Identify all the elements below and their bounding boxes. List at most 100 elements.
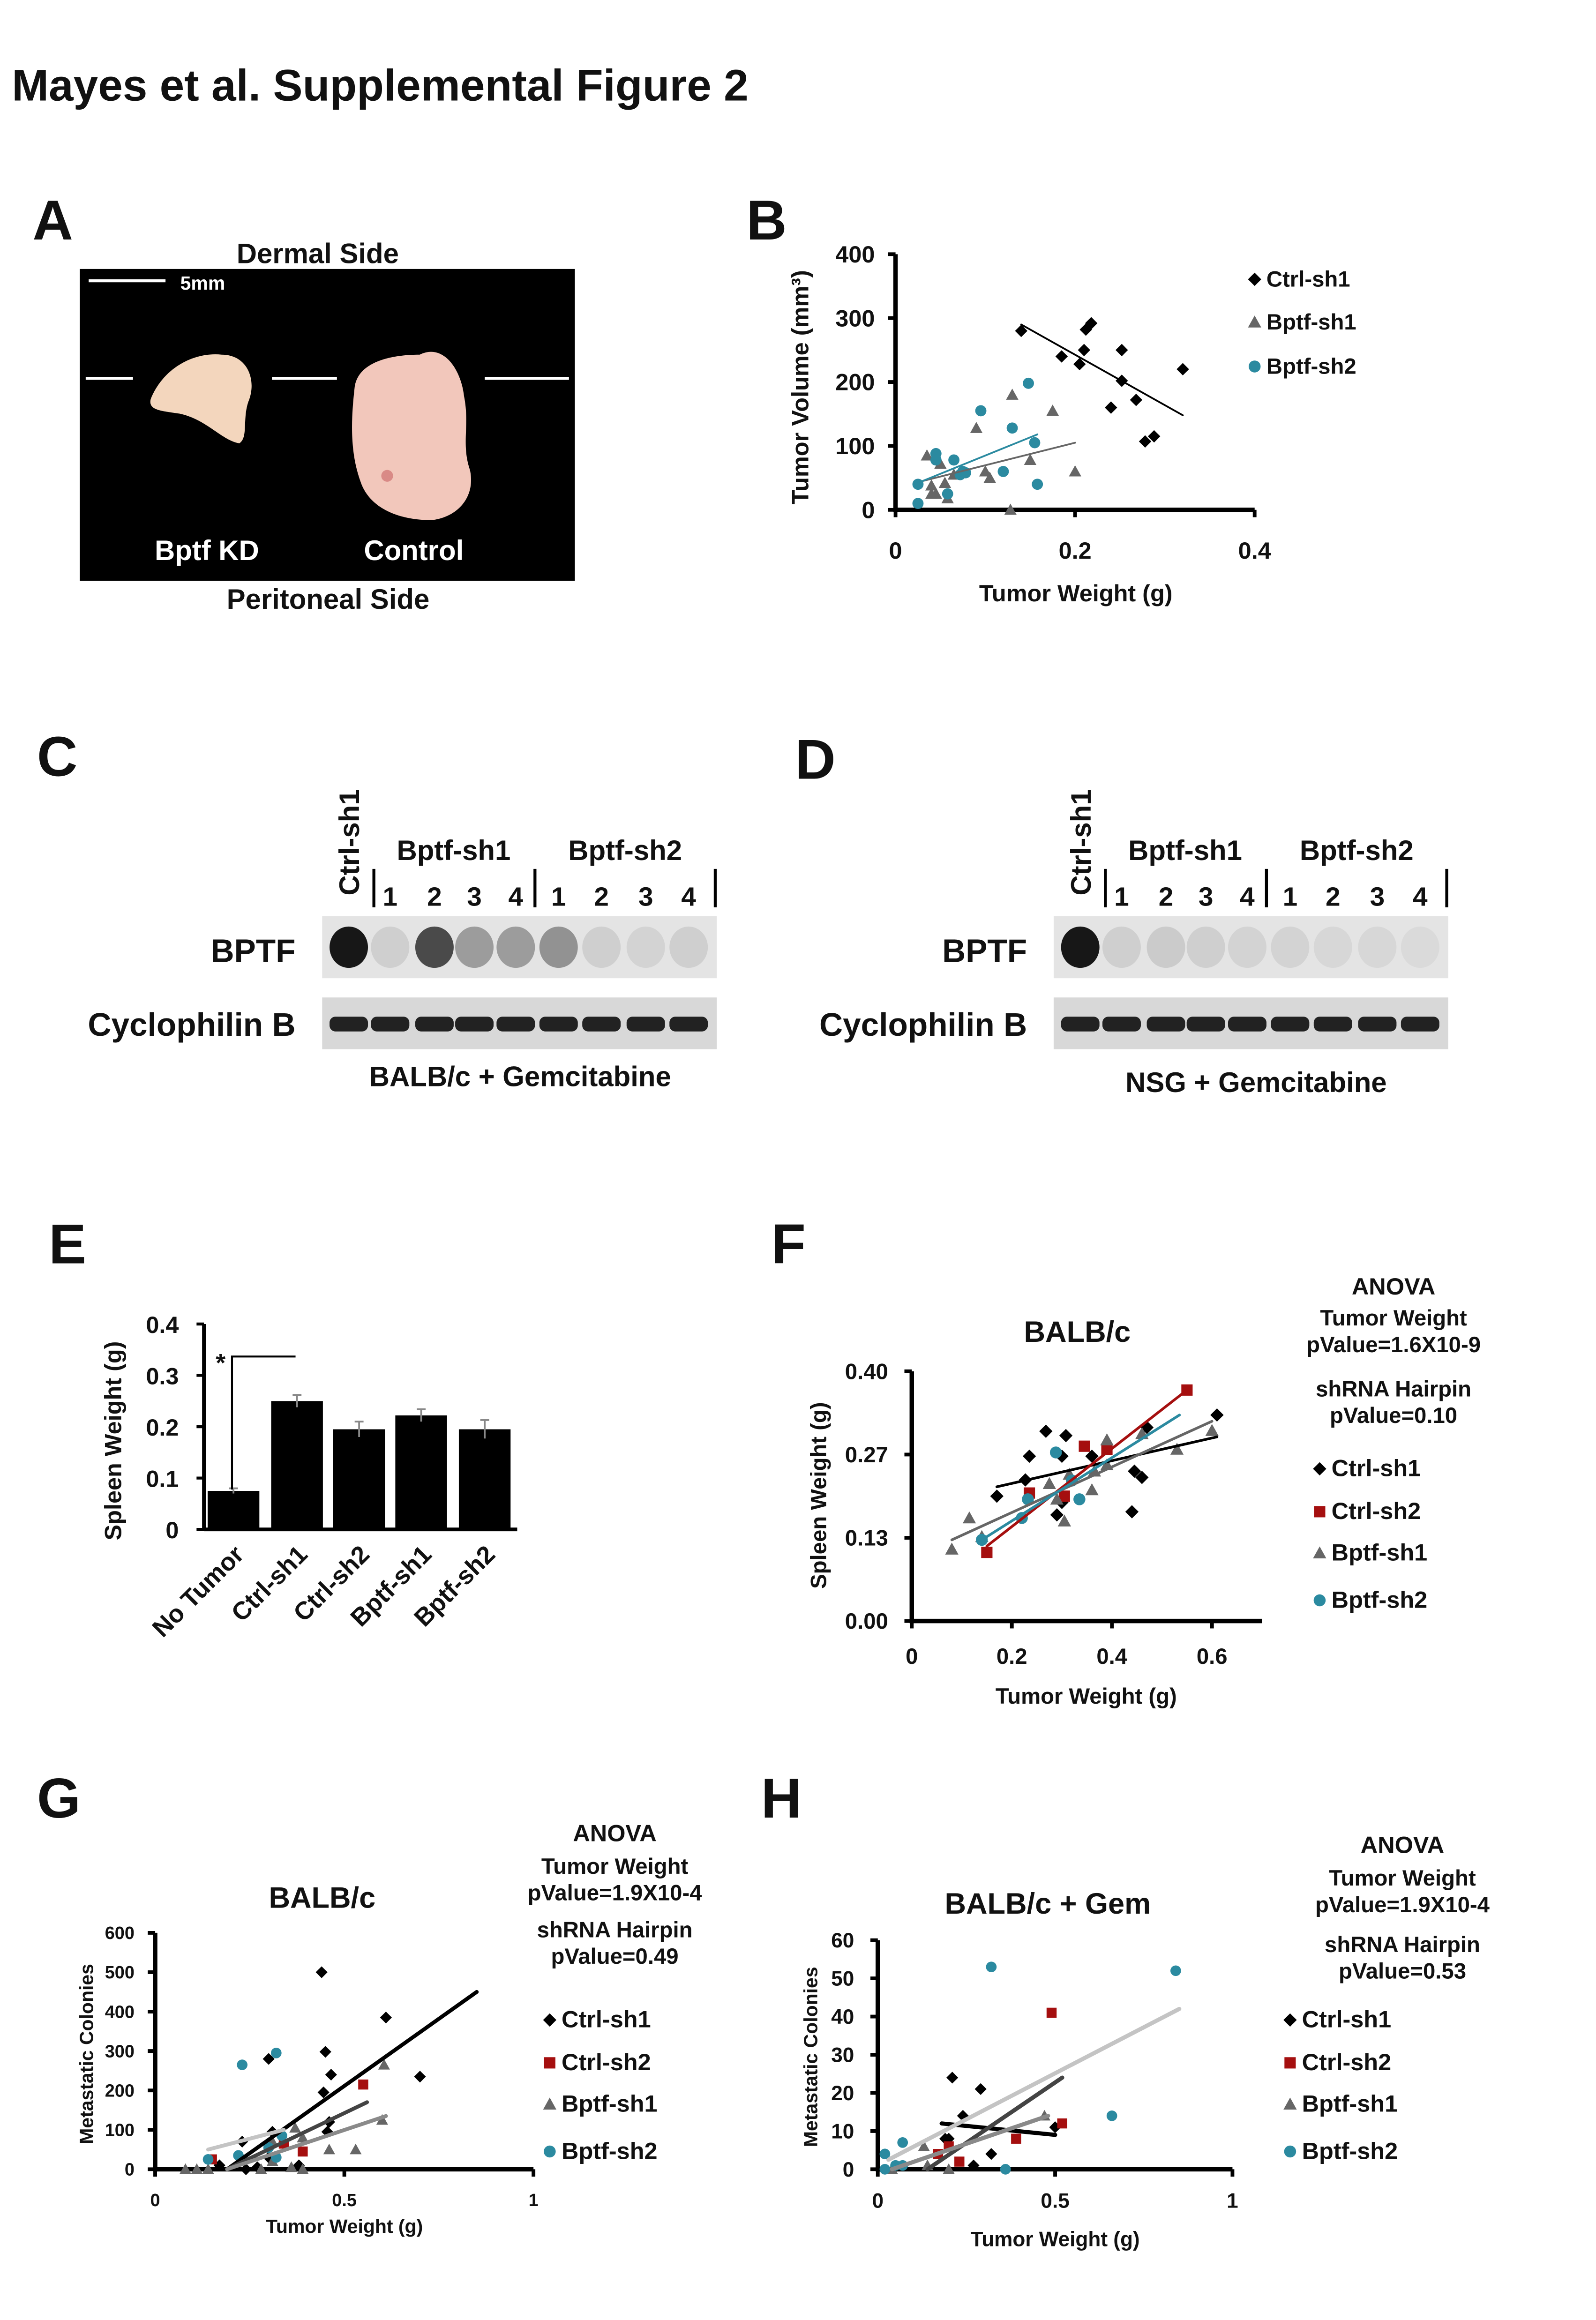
legend-label: Bptf-sh2	[562, 2137, 658, 2164]
data-point-triangle	[962, 1511, 976, 1524]
data-point-diamond	[1059, 1429, 1073, 1443]
lane-number: 3	[467, 883, 482, 912]
y-tick-label: 500	[105, 1963, 135, 1983]
error-bar	[354, 1421, 364, 1437]
data-point-triangle	[929, 487, 943, 499]
y-axis-label: Metastatic Colonies	[800, 1967, 821, 2147]
panel-g-chart: G BALB/c Tumor Weight (g) Metastatic Col…	[37, 1767, 702, 2237]
data-point-diamond	[414, 2071, 426, 2083]
data-point-triangle	[1205, 1424, 1219, 1436]
bptf-band	[669, 926, 708, 968]
data-point-diamond	[1055, 350, 1068, 363]
y-tick-label: 400	[835, 241, 875, 268]
x-tick-label: 1	[529, 2191, 539, 2210]
data-point-triangle	[945, 1542, 959, 1555]
data-point-diamond	[974, 2083, 987, 2095]
data-point-square	[1057, 2118, 1067, 2129]
data-point-circle	[986, 1961, 997, 1973]
anova-stats-text: ANOVA	[573, 1819, 656, 1846]
legend-marker-triangle	[1283, 2097, 1297, 2110]
trendline-ctrl-sh1	[939, 2121, 1057, 2137]
data-point-triangle	[1069, 465, 1081, 477]
lane-number: 4	[509, 883, 524, 912]
data-point-diamond	[946, 2072, 959, 2084]
data-point-diamond	[1022, 1449, 1036, 1463]
y-tick-label: 0	[843, 2158, 854, 2181]
trendline-bptf-sh1	[950, 1420, 1214, 1542]
legend-label: Ctrl-sh1	[562, 2006, 651, 2033]
anova-stats-text: Tumor Weight	[1329, 1866, 1476, 1891]
lane-number: 3	[1370, 883, 1385, 912]
x-tick-label: 1	[1227, 2189, 1238, 2212]
data-point-diamond	[990, 1489, 1004, 1503]
y-tick-label: 100	[835, 433, 875, 459]
data-point-triangle	[285, 2161, 298, 2172]
bar	[207, 1491, 260, 1530]
anova-stats-text: shRNA Hairpin	[1316, 1377, 1471, 1401]
data-point-diamond	[380, 2012, 392, 2024]
data-point-diamond	[1105, 401, 1117, 414]
anova-stats-text: shRNA Hairpin	[537, 1917, 693, 1942]
anova-stats-text: pValue=0.53	[1339, 1959, 1466, 1984]
data-point-circle	[1032, 479, 1043, 490]
anova-stats-text: pValue=1.9X10-4	[1315, 1893, 1490, 1917]
bptf-kd-label: Bptf KD	[155, 535, 259, 566]
data-point-circle	[912, 498, 924, 509]
y-tick-label: 0	[165, 1517, 179, 1543]
cyclophilin-band	[415, 1017, 454, 1032]
x-tick-label: 0.4	[1096, 1644, 1127, 1669]
cyclophilin-band	[582, 1017, 621, 1032]
anova-stats-text: pValue=1.9X10-4	[528, 1881, 703, 1906]
bptf-band	[626, 926, 665, 968]
data-point-square	[1046, 2007, 1057, 2018]
control-tumor-image	[352, 352, 472, 520]
bptf-band	[1271, 926, 1310, 968]
trendline-ctrl-sh1	[1020, 323, 1184, 416]
chart-title: BALB/c + Gem	[944, 1887, 1151, 1920]
data-point-triangle	[1006, 389, 1019, 400]
data-point-triangle	[1024, 454, 1037, 465]
data-point-diamond	[1079, 323, 1092, 336]
significance-asterisk: *	[216, 1349, 225, 1377]
bptf-band	[1186, 926, 1225, 968]
x-tick-label: 0.6	[1197, 1644, 1228, 1669]
legend-marker-square	[1284, 2057, 1296, 2069]
data-point-diamond	[1050, 1508, 1064, 1522]
legend-marker-triangle	[1248, 315, 1261, 328]
bar	[458, 1429, 511, 1530]
data-point-triangle	[921, 449, 933, 461]
x-tick-label: 0.5	[1041, 2189, 1069, 2212]
data-point-triangle	[970, 421, 983, 433]
legend-marker-circle	[544, 2145, 556, 2158]
y-tick-label: 300	[835, 305, 875, 331]
y-tick-label: 0.1	[146, 1466, 179, 1492]
data-point-triangle	[943, 2163, 955, 2174]
legend-label: Bptf-sh1	[1266, 310, 1356, 335]
cyclophilin-row-label: Cyclophilin B	[88, 1006, 295, 1043]
data-point-triangle	[202, 2163, 214, 2174]
lane-number: 3	[1199, 883, 1214, 912]
series-ctrl-sh1	[990, 1408, 1224, 1522]
data-point-diamond	[1176, 363, 1189, 376]
x-axis-label: Tumor Weight (g)	[996, 1684, 1177, 1709]
bptf-row-label: BPTF	[210, 933, 295, 969]
control-label: Control	[364, 535, 464, 566]
error-bar	[417, 1408, 426, 1422]
data-point-diamond	[1210, 1408, 1224, 1422]
legend-label: Bptf-sh2	[1332, 1586, 1428, 1613]
cyclophilin-band	[626, 1017, 665, 1032]
panel-label-d: D	[795, 729, 836, 791]
data-point-diamond	[1073, 358, 1086, 371]
series-ctrl-sh2	[207, 2079, 368, 2165]
cyclophilin-band	[371, 1017, 410, 1032]
bptf-band	[1146, 926, 1185, 968]
data-point-circle	[942, 488, 953, 500]
trendline-bptf-sh1	[890, 2113, 1050, 2171]
lane-number: 4	[681, 883, 696, 912]
x-tick-label: 0.5	[332, 2191, 357, 2210]
y-tick-label: 60	[831, 1929, 854, 1952]
bptf-band	[455, 926, 494, 968]
x-axis-label: Tumor Weight (g)	[971, 2228, 1140, 2251]
